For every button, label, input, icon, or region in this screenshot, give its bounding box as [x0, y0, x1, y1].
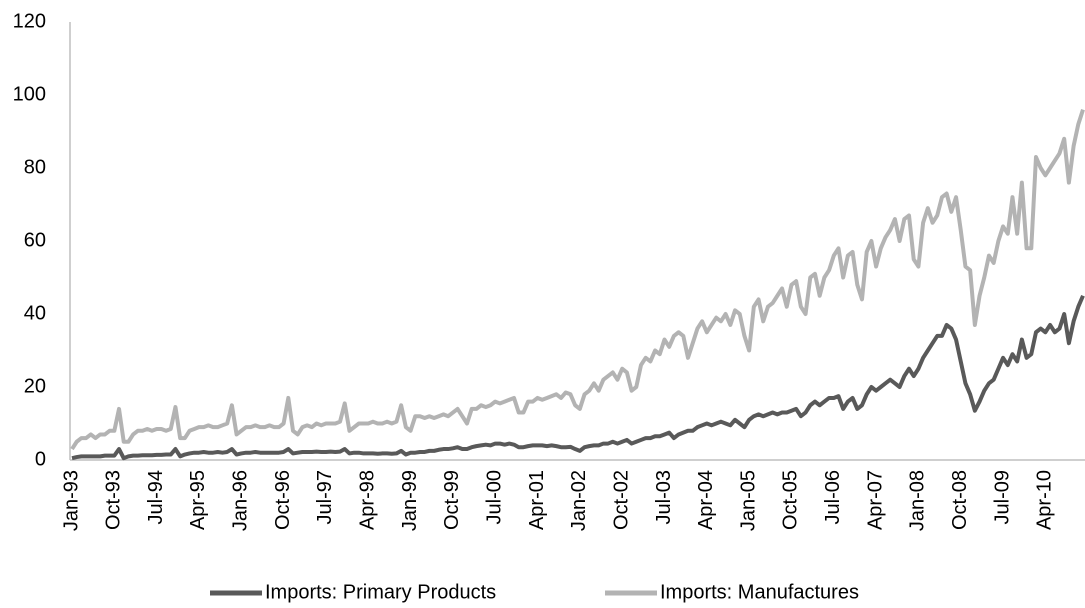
x-tick-label: Oct-08: [949, 470, 971, 530]
x-tick-label: Jan-93: [60, 470, 82, 531]
x-tick-label: Jan-02: [568, 470, 590, 531]
x-tick-label: Oct-93: [103, 470, 125, 530]
y-tick-label: 120: [13, 10, 46, 32]
x-tick-label: Jan-05: [737, 470, 759, 531]
y-tick-label: 40: [24, 302, 46, 324]
x-tick-label: Jul-06: [822, 470, 844, 524]
x-tick-label: Jan-08: [907, 470, 929, 531]
series-line: [71, 294, 1085, 461]
x-tick-label: Oct-02: [610, 470, 632, 530]
x-tick-label: Jul-09: [991, 470, 1013, 524]
series-line: [70, 108, 1085, 451]
x-tick-label: Apr-07: [864, 470, 886, 530]
y-tick-label: 100: [13, 83, 46, 105]
legend-label: Imports: Manufactures: [660, 581, 859, 603]
x-tick-label: Jul-00: [483, 470, 505, 524]
x-tick-label: Apr-98: [357, 470, 379, 530]
x-tick-label: Jul-94: [145, 470, 167, 524]
y-tick-label: 80: [24, 156, 46, 178]
x-tick-label: Jan-99: [399, 470, 421, 531]
x-tick-label: Apr-01: [526, 470, 548, 530]
y-tick-label: 0: [35, 448, 46, 470]
y-tick-label: 60: [24, 229, 46, 251]
x-tick-label: Oct-05: [780, 470, 802, 530]
x-tick-label: Apr-95: [187, 470, 209, 530]
x-tick-label: Oct-96: [272, 470, 294, 530]
x-tick-label: Apr-04: [695, 470, 717, 530]
x-tick-label: Jul-03: [653, 470, 675, 524]
x-tick-label: Jul-97: [314, 470, 336, 524]
legend-label: Imports: Primary Products: [265, 581, 496, 603]
x-tick-label: Apr-10: [1034, 470, 1056, 530]
y-tick-label: 20: [24, 375, 46, 397]
x-tick-label: Oct-99: [441, 470, 463, 530]
x-tick-label: Jan-96: [230, 470, 252, 531]
